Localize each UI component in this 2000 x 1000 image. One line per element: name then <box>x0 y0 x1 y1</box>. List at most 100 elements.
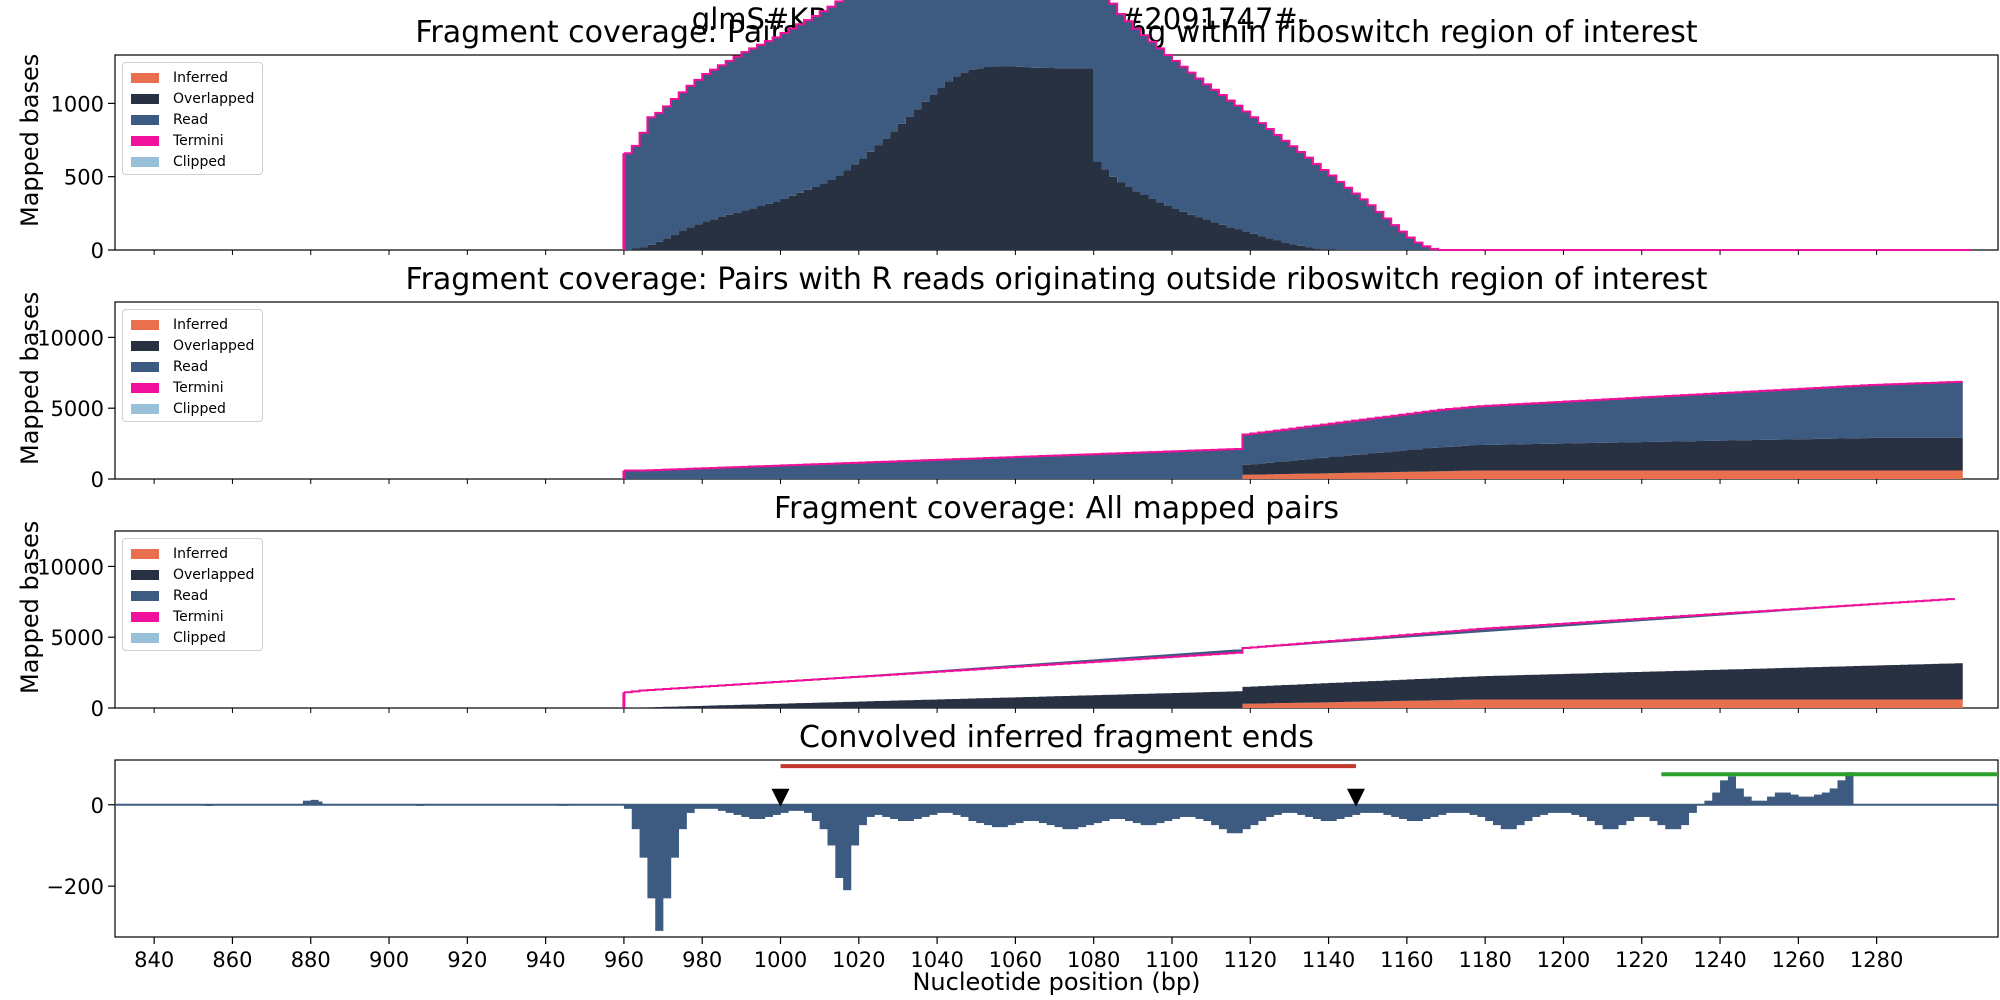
panel-3-y-tick-label: 5000 <box>51 626 104 650</box>
x-tick-label: 940 <box>526 948 566 972</box>
panel-4-bar <box>937 804 946 813</box>
panel-4-bar <box>1265 804 1275 817</box>
panel-4-bar <box>1250 804 1259 826</box>
panel-4-bar <box>1164 804 1173 822</box>
panel-2-title: Fragment coverage: Pairs with R reads or… <box>405 262 1708 297</box>
panel-4-bar <box>639 804 648 858</box>
legend-swatch <box>131 93 159 104</box>
panel-4-bar <box>1101 804 1110 822</box>
legend-entry-termini: Termini <box>131 130 254 151</box>
x-tick-label: 1160 <box>1380 948 1433 972</box>
panel-4-bar <box>1602 804 1611 830</box>
panel-4-bar <box>968 804 977 822</box>
panel-4-bar <box>1187 804 1196 817</box>
legend-swatch <box>131 548 159 559</box>
panel-4-bar <box>1469 804 1478 815</box>
legend-swatch <box>131 72 159 83</box>
panel-4-bar <box>788 804 797 811</box>
x-tick-label: 1080 <box>1067 948 1120 972</box>
panel-4-bar <box>647 804 656 899</box>
panel-4-bar <box>1297 804 1306 815</box>
panel-4-bar <box>725 804 734 813</box>
panel-4-bar <box>1109 804 1118 819</box>
panel-4-bar <box>1015 804 1024 824</box>
legend-swatch <box>131 114 159 125</box>
legend-label: Clipped <box>173 400 226 417</box>
panel-4-bar <box>944 804 954 813</box>
region-boundary-marker-2 <box>1346 788 1365 807</box>
panel-4-bar <box>1218 804 1228 830</box>
legend-swatch <box>131 403 159 414</box>
panel-4-bar <box>1829 788 1838 805</box>
panel-4-title: Convolved inferred fragment ends <box>799 720 1314 755</box>
panel-1-termini-outline <box>623 0 1971 251</box>
panel-2-y-tick-label: 5000 <box>51 397 104 421</box>
panel-1-series-read <box>623 0 1971 250</box>
x-tick-label: 1060 <box>989 948 1042 972</box>
panel-4-bar <box>655 804 664 931</box>
panel-4-bar <box>1062 804 1071 830</box>
panel-4-bar <box>976 804 985 824</box>
panel-4-bar <box>1430 804 1439 817</box>
legend-label: Termini <box>173 379 224 396</box>
panel-4-bar <box>1328 804 1337 822</box>
panel-4-bar <box>1320 804 1329 822</box>
x-tick-label: 840 <box>134 948 174 972</box>
legend-entry-inferred: Inferred <box>131 314 254 335</box>
panel-4-bar <box>1289 804 1298 813</box>
panel-4-bar <box>1211 804 1220 826</box>
legend-swatch <box>131 135 159 146</box>
panel-3-termini-outline <box>623 598 1955 694</box>
panel-4-bar <box>1759 800 1768 805</box>
panel-4-bar <box>1626 804 1635 822</box>
panel-4-bar <box>1516 804 1525 826</box>
panel-4-bar <box>764 804 773 817</box>
panel-4-bar <box>1720 780 1729 805</box>
panel-4-bar <box>827 804 836 846</box>
panel-1-y-tick-label: 500 <box>64 166 104 190</box>
panel-4-bar <box>1007 804 1016 826</box>
panel-4-bar <box>905 804 914 822</box>
panel-4-bar <box>1790 794 1799 805</box>
legend-label: Read <box>173 587 209 604</box>
panel-4-bar <box>1774 792 1783 805</box>
panel-4-bar <box>1641 804 1650 817</box>
panel-1-y-tick-label: 0 <box>91 239 104 263</box>
panel-2-termini-outline <box>623 380 1963 472</box>
panel-4-bar <box>1610 804 1619 830</box>
panel-4-bar <box>811 804 820 822</box>
panel-4-bar <box>991 804 1001 828</box>
x-axis-label: Nucleotide position (bp) <box>912 968 1201 996</box>
panel-4-bar <box>678 804 687 830</box>
panel-4-bar <box>1579 804 1588 817</box>
x-tick-label: 1020 <box>832 948 885 972</box>
panel-4-bar <box>819 804 828 830</box>
legend-label: Clipped <box>173 153 226 170</box>
panel-4-bar <box>1406 804 1416 822</box>
panel-4-bar <box>1524 804 1533 822</box>
panel-4-bar <box>631 804 640 830</box>
panel-4-bar <box>929 804 938 815</box>
panel-4-bar <box>1547 804 1556 813</box>
panel-4-bar <box>1031 804 1040 822</box>
x-tick-label: 1200 <box>1537 948 1590 972</box>
panel-4-bar <box>1375 804 1384 813</box>
panel-4-bar <box>1038 804 1048 824</box>
panel-4-bar <box>866 804 875 817</box>
panel-4-bar <box>1649 804 1658 822</box>
panel-4-bar <box>1171 804 1181 819</box>
panel-4-bar <box>850 804 860 846</box>
legend-entry-termini: Termini <box>131 377 254 398</box>
panel-4-y-tick-label: −200 <box>46 875 104 899</box>
panel-4-bar <box>952 804 961 815</box>
x-tick-label: 1100 <box>1145 948 1198 972</box>
panel-4-bar <box>1594 804 1603 826</box>
legend-entry-read: Read <box>131 356 254 377</box>
panel-4-bar <box>1203 804 1212 822</box>
legend-swatch <box>131 611 159 622</box>
legend-label: Termini <box>173 132 224 149</box>
panel-4-bar <box>670 804 680 858</box>
legend-swatch <box>131 319 159 330</box>
